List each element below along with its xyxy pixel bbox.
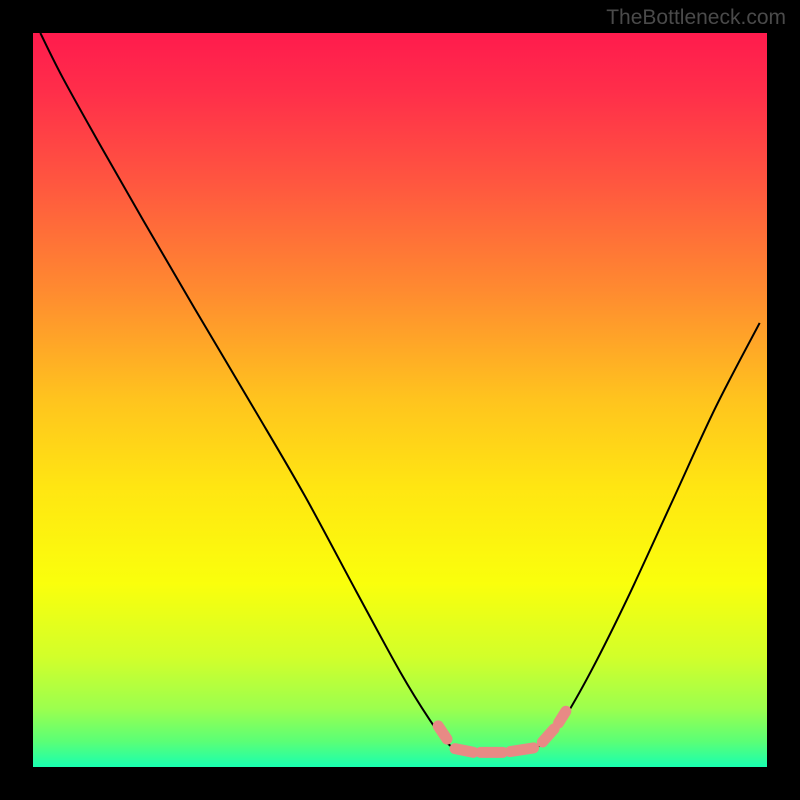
plot-area [33,33,767,767]
floor-marker [559,711,566,723]
bottleneck-chart: TheBottleneck.com [0,0,800,800]
floor-marker [455,749,473,753]
floor-marker [510,748,533,752]
attribution-text: TheBottleneck.com [606,6,786,30]
floor-marker [438,726,447,739]
chart-svg [0,0,800,800]
